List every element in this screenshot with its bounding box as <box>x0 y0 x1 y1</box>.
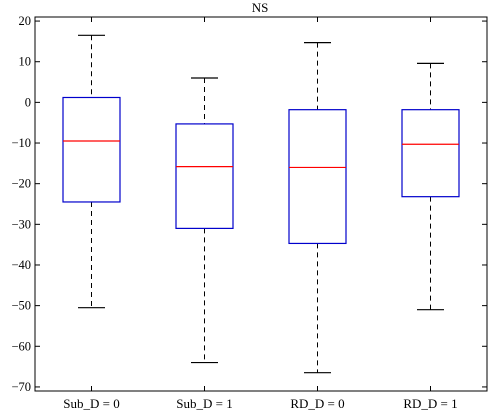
x-category-label: RD_D = 0 <box>290 396 344 411</box>
x-category-label: Sub_D = 0 <box>63 396 119 411</box>
y-tick-label: 20 <box>19 14 32 28</box>
x-category-label: Sub_D = 1 <box>176 396 232 411</box>
iqr-box <box>175 123 234 229</box>
y-axis: 20 10 0 −10 −20 −30 −40 −50 −60 −70 <box>11 14 487 394</box>
y-tick-label: −50 <box>11 299 31 313</box>
box-3 <box>288 42 347 374</box>
plot-area-frame <box>34 16 488 392</box>
y-tick-label: −30 <box>11 217 31 231</box>
x-category-label: RD_D = 1 <box>403 396 457 411</box>
y-tick-label: −60 <box>11 339 31 353</box>
y-tick-label: 10 <box>19 55 32 69</box>
iqr-box <box>62 96 121 203</box>
iqr-box <box>401 109 460 198</box>
box-4 <box>401 62 460 311</box>
boxes-group <box>62 34 460 374</box>
y-tick-label: −10 <box>11 136 31 150</box>
iqr-box <box>288 109 347 245</box>
y-tick-label: −20 <box>11 177 31 191</box>
y-tick-label: 0 <box>25 95 31 109</box>
y-tick-label: −40 <box>11 258 31 272</box>
x-axis: Sub_D = 0 Sub_D = 1 RD_D = 0 RD_D = 1 <box>63 17 458 411</box>
chart-title: NS <box>252 0 269 15</box>
y-tick-label: −70 <box>11 380 31 394</box>
box-1 <box>62 34 121 309</box>
box-2 <box>175 77 234 364</box>
